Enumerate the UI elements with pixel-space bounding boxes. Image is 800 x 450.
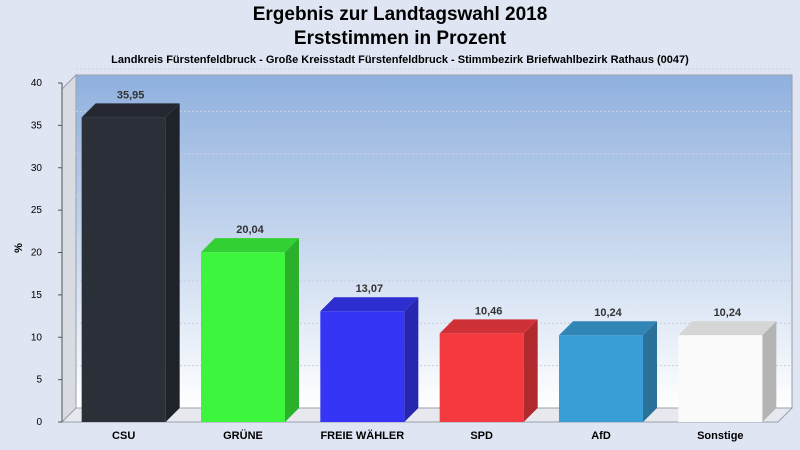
bar-top <box>559 321 657 336</box>
data-label: 10,46 <box>475 305 503 317</box>
x-tick-label: AfD <box>591 430 611 442</box>
y-tick-label: 20 <box>31 248 43 259</box>
bars: 35,95 20,04 13,07 10,46 10,24 10,24 <box>81 89 777 422</box>
bar-side <box>523 319 538 422</box>
y-tick-label: 35 <box>31 120 43 131</box>
y-tick-label: 15 <box>31 290 43 301</box>
bar-afd: 10,24 <box>559 307 657 422</box>
gridlines <box>76 68 792 367</box>
x-tick-label: GRÜNE <box>223 429 263 442</box>
bar-csu: 35,95 <box>81 89 180 422</box>
bar-grüne: 20,04 <box>201 224 299 422</box>
chart-title: Ergebnis zur Landtagswahl 2018 <box>252 4 548 25</box>
x-tick-label: FREIE WÄHLER <box>320 429 404 442</box>
bar-side <box>165 103 180 422</box>
y-tick-label: 10 <box>31 332 43 343</box>
y-tick-label: 0 <box>36 417 42 428</box>
bar-top <box>678 321 777 336</box>
x-tick-label: Sonstige <box>697 430 743 442</box>
bar-spd: 10,46 <box>439 305 538 422</box>
y-tick-label: 40 <box>31 78 43 89</box>
bar-side <box>285 238 299 422</box>
x-axis: CSU GRÜNE FREIE WÄHLER SPD AfD Sonstige <box>112 429 744 442</box>
chart-district-caption: Landkreis Fürstenfeldbruck - Große Kreis… <box>111 54 689 66</box>
bar-front <box>320 311 405 422</box>
bar-front <box>559 335 643 422</box>
bar-top <box>81 103 180 118</box>
back-wall <box>75 74 793 409</box>
y-axis-label: % <box>13 243 25 253</box>
y-tick-label: 25 <box>31 205 43 216</box>
y-axis: 0 5 10 15 20 25 30 35 40% <box>13 78 63 428</box>
x-tick-label: SPD <box>470 430 493 442</box>
data-label: 10,24 <box>714 307 742 319</box>
bar-top <box>439 319 538 334</box>
bar-freie-wähler: 13,07 <box>320 283 419 422</box>
bar-top <box>320 297 419 312</box>
bar-front <box>439 333 524 422</box>
x-tick-label: CSU <box>112 430 135 442</box>
data-label: 13,07 <box>356 283 384 295</box>
chart-subtitle: Erststimmen in Prozent <box>293 28 507 49</box>
bar-top <box>201 238 299 253</box>
data-label: 10,24 <box>594 307 622 319</box>
bar-front <box>201 252 285 422</box>
bar-front <box>81 117 166 422</box>
bar-front <box>678 335 763 422</box>
bar-side <box>643 321 657 422</box>
bar-sonstige: 10,24 <box>678 307 777 422</box>
left-wall <box>61 73 77 424</box>
y-tick-label: 30 <box>31 163 43 174</box>
data-label: 20,04 <box>236 224 264 236</box>
bar-side <box>762 321 777 422</box>
bar-side <box>404 297 419 422</box>
y-tick-label: 5 <box>36 375 42 386</box>
data-label: 35,95 <box>117 89 145 101</box>
